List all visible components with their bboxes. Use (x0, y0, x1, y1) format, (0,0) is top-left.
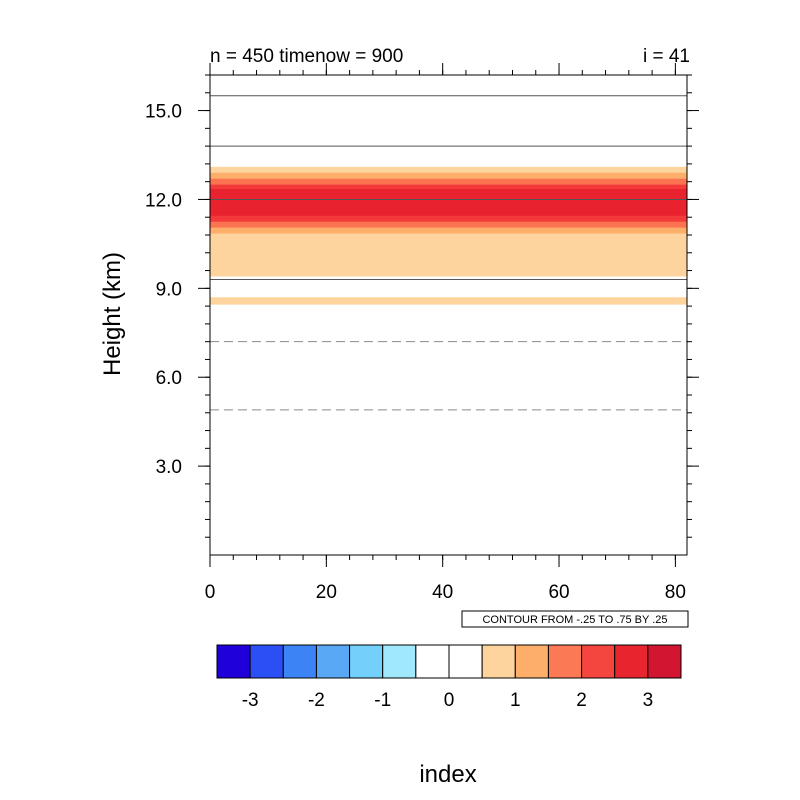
colorbar-box-0 (216, 644, 251, 679)
colorbar-box-13 (647, 644, 682, 679)
colorbar-box-5 (382, 644, 417, 679)
colorbar-box-11 (581, 644, 616, 679)
y-tick-label: 6.0 (156, 368, 182, 389)
colorbar-label: -3 (242, 690, 259, 711)
plot-frame (209, 74, 688, 556)
colorbar: -3 -2 -1 0 1 2 3 (216, 644, 682, 711)
contour-band-5 (210, 189, 687, 216)
contour-lines (210, 95, 687, 411)
colorbar-box-9 (514, 644, 549, 679)
title-left: n = 450 timenow = 900 (210, 46, 403, 67)
colorbar-box-2 (282, 644, 317, 679)
colorbar-box-7 (448, 644, 483, 679)
colorbar-label: 1 (510, 690, 521, 711)
colorbar-label: 3 (643, 690, 654, 711)
contour-band-0 (210, 297, 687, 305)
colorbar-box-1 (249, 644, 284, 679)
colorbar-label: 0 (444, 690, 455, 711)
contour-info-label: CONTOUR FROM -.25 TO .75 BY .25 (482, 614, 667, 626)
y-tick-label: 3.0 (156, 457, 182, 478)
colorbar-label: 2 (576, 690, 587, 711)
colorbar-box-12 (614, 644, 649, 679)
x-tick-label: 0 (205, 582, 216, 603)
y-axis-label: Height (km) (99, 252, 126, 376)
x-axis-label: index (419, 761, 476, 788)
axis-ticks: 0 20 40 60 80 3.0 6.0 9.0 12.0 15.0 (145, 63, 699, 603)
title-right: i = 41 (643, 46, 690, 67)
contour-info-box (461, 610, 689, 628)
colorbar-label: -1 (374, 690, 391, 711)
x-tick-label: 20 (316, 582, 337, 603)
colorbar-box-8 (481, 644, 516, 679)
colorbar-box-4 (349, 644, 384, 679)
filled-contour-bands (210, 166, 687, 305)
y-tick-label: 9.0 (156, 279, 182, 300)
colorbar-label: -2 (308, 690, 325, 711)
colorbar-box-6 (415, 644, 450, 679)
x-tick-label: 60 (548, 582, 569, 603)
y-tick-label: 15.0 (145, 102, 182, 123)
x-tick-label: 40 (432, 582, 453, 603)
x-tick-label: 80 (665, 582, 686, 603)
y-tick-label: 12.0 (145, 190, 182, 211)
colorbar-box-10 (547, 644, 583, 679)
colorbar-box-3 (315, 644, 351, 679)
